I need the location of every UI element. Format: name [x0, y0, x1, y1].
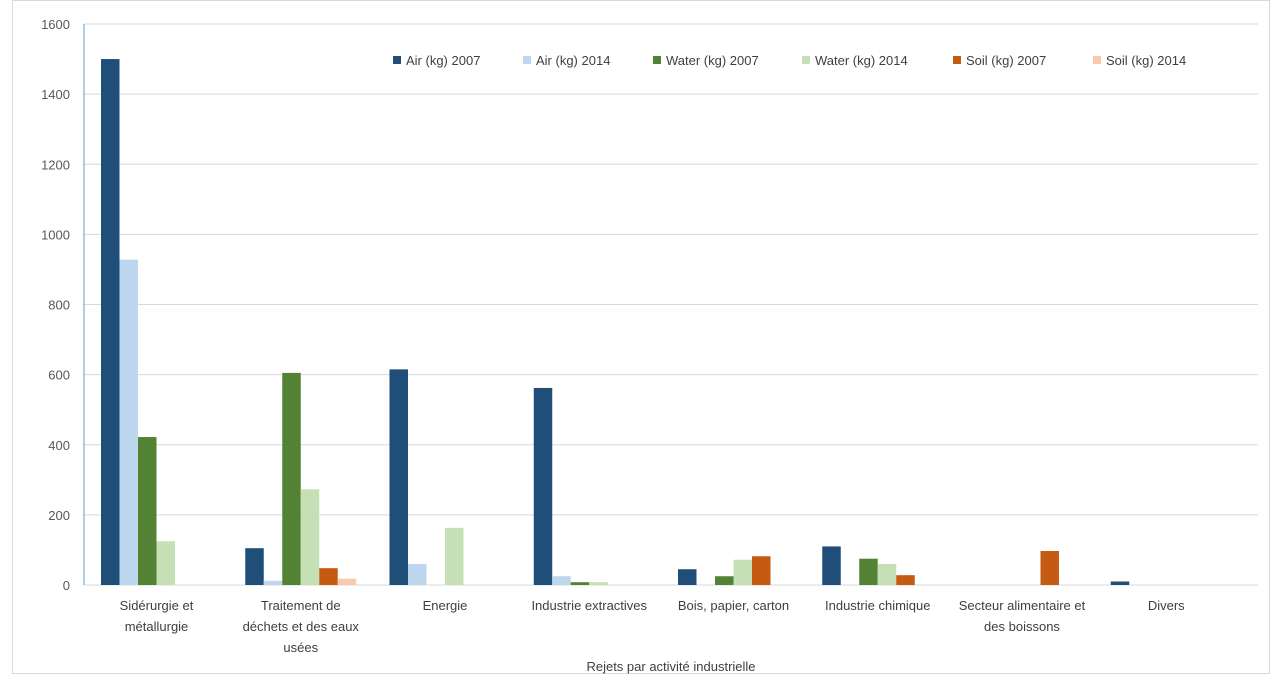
y-tick-label: 1600	[41, 17, 70, 32]
bar	[101, 59, 120, 585]
legend-swatch	[953, 56, 961, 64]
legend-swatch	[523, 56, 531, 64]
bars	[101, 59, 1130, 585]
bar	[752, 556, 771, 585]
bar	[896, 575, 915, 585]
bar	[263, 580, 283, 585]
y-tick-label: 200	[48, 508, 70, 523]
gridlines	[84, 23, 1258, 586]
y-tick-label: 400	[48, 438, 70, 453]
bar	[319, 568, 338, 585]
bar	[337, 578, 357, 585]
bar	[1110, 581, 1130, 585]
bar	[678, 569, 697, 585]
x-category-label: déchets et des eaux	[243, 619, 360, 634]
bar	[282, 372, 301, 585]
bar	[1040, 550, 1059, 585]
x-category-label: Sidérurgie et	[120, 598, 194, 613]
legend-label: Air (kg) 2014	[536, 53, 610, 68]
y-tick-label: 600	[48, 368, 70, 383]
bar	[300, 489, 320, 585]
x-axis-categories: Sidérurgie et métallurgie Traitement de déc…	[120, 598, 1186, 655]
y-tick-label: 0	[63, 578, 70, 593]
bar	[589, 582, 608, 585]
x-category-label: métallurgie	[125, 619, 189, 634]
legend-label: Water (kg) 2014	[815, 53, 908, 68]
legend-swatch	[802, 56, 810, 64]
bar	[570, 582, 590, 585]
x-category-label: usées	[283, 640, 318, 655]
bar	[156, 541, 175, 585]
bar	[245, 548, 264, 585]
legend-swatch	[1093, 56, 1101, 64]
x-category-label: Industrie extractives	[531, 598, 647, 613]
x-category-label: Divers	[1148, 598, 1185, 613]
y-tick-label: 1400	[41, 87, 70, 102]
y-tick-label: 1000	[41, 227, 70, 242]
bar	[408, 563, 427, 585]
x-category-label: Energie	[423, 598, 468, 613]
chart-frame	[12, 0, 1270, 674]
y-axis: 0 200 400 600 800 1000 1200 1400 1600	[41, 17, 85, 593]
x-category-label: des boissons	[984, 619, 1060, 634]
bar	[552, 576, 571, 585]
y-tick-label: 1200	[41, 157, 70, 172]
bar	[138, 437, 157, 585]
bar	[389, 369, 408, 585]
bar	[859, 558, 878, 585]
bar	[822, 546, 841, 585]
legend: Air (kg) 2007 Air (kg) 2014 Water (kg) 200…	[393, 53, 1186, 68]
legend-label: Water (kg) 2007	[666, 53, 759, 68]
legend-swatch	[393, 56, 401, 64]
legend-label: Soil (kg) 2007	[966, 53, 1046, 68]
legend-swatch	[653, 56, 661, 64]
x-category-label: Bois, papier, carton	[678, 598, 789, 613]
bar	[715, 576, 734, 585]
bar	[119, 259, 138, 585]
x-axis-title: Rejets par activité industrielle	[586, 659, 755, 674]
legend-label: Soil (kg) 2014	[1106, 53, 1186, 68]
bar	[533, 387, 553, 585]
y-tick-label: 800	[48, 298, 70, 313]
bar	[877, 563, 897, 585]
bar	[733, 559, 752, 585]
legend-label: Air (kg) 2007	[406, 53, 480, 68]
x-category-label: Traitement de	[261, 598, 341, 613]
x-category-label: Industrie chimique	[825, 598, 931, 613]
bar	[445, 527, 464, 585]
x-category-label: Secteur alimentaire et	[959, 598, 1086, 613]
